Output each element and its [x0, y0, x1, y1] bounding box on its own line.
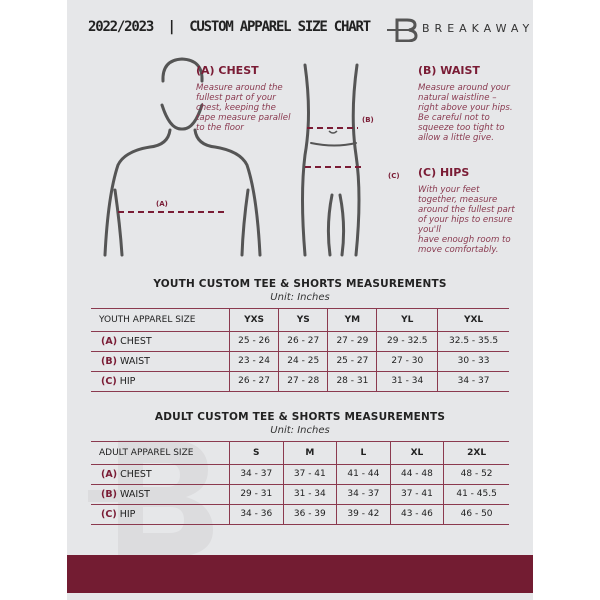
measurement-value: 44 - 48 — [389, 464, 444, 485]
size-header: YXS — [228, 308, 279, 332]
size-header: 2XL — [443, 441, 509, 465]
measurement-value: 41 - 45.5 — [443, 484, 509, 505]
chest-marker: (A) — [156, 200, 168, 208]
measurement-value: 43 - 46 — [389, 504, 444, 525]
measurement-value: 28 - 31 — [327, 371, 377, 392]
measurement-value: 23 - 24 — [228, 351, 279, 372]
measurement-value: 37 - 41 — [389, 484, 444, 505]
measurement-value: 24 - 25 — [278, 351, 328, 372]
measurement-value: 26 - 27 — [228, 371, 279, 392]
waist-heading: (B) WAIST — [418, 64, 480, 77]
table-header-row: ADULT APPAREL SIZE S M L XL 2XL — [91, 441, 509, 465]
measurement-code: (C) — [101, 509, 117, 520]
measurement-label: (C) HIP — [91, 504, 230, 525]
table-row: (B) WAIST 23 - 24 24 - 25 25 - 27 27 - 30 30 … — [91, 351, 509, 372]
measurement-label: (B) WAIST — [91, 351, 230, 372]
table-row: (A) CHEST 34 - 37 37 - 41 41 - 44 44 - 48 48 … — [91, 464, 509, 485]
chest-heading: (A) CHEST — [196, 64, 259, 77]
measurement-name: CHEST — [120, 336, 152, 347]
measurement-value: 27 - 28 — [278, 371, 328, 392]
measurement-name: WAIST — [119, 489, 150, 500]
measurement-value: 41 - 44 — [336, 464, 391, 485]
table-row: (B) WAIST 29 - 31 31 - 34 34 - 37 37 - 41 41 … — [91, 484, 509, 505]
body-measurement-figures — [103, 57, 363, 257]
measurement-value: 26 - 27 — [278, 331, 328, 352]
table-row: (C) HIP 26 - 27 27 - 28 28 - 31 31 - 34 34 - … — [91, 371, 509, 392]
measurement-label: (A) CHEST — [91, 464, 230, 485]
table-row: (A) CHEST 25 - 26 26 - 27 27 - 29 29 - 32.5 3… — [91, 331, 509, 352]
header-label: YOUTH APPAREL SIZE — [91, 308, 230, 332]
measurement-value: 29 - 32.5 — [376, 331, 438, 352]
header-label: ADULT APPAREL SIZE — [91, 441, 230, 465]
size-header: M — [282, 441, 337, 465]
footer-bar — [67, 555, 533, 593]
size-header: YL — [376, 308, 438, 332]
adult-size-table: ADULT APPAREL SIZE S M L XL 2XL (A) CHEST 34 - … — [91, 441, 509, 525]
measurement-value: 31 - 34 — [282, 484, 337, 505]
size-header: YS — [278, 308, 328, 332]
youth-section-heading: YOUTH CUSTOM TEE & SHORTS MEASUREMENTS Un… — [153, 278, 447, 303]
measurement-value: 27 - 29 — [327, 331, 377, 352]
measurement-value: 39 - 42 — [336, 504, 391, 525]
measurement-value: 32.5 - 35.5 — [437, 331, 509, 352]
measurement-value: 25 - 26 — [228, 331, 279, 352]
measurement-value: 46 - 50 — [443, 504, 509, 525]
size-header: YM — [327, 308, 377, 332]
measurement-label: (C) HIP — [91, 371, 230, 392]
size-header: L — [336, 441, 391, 465]
measurement-code: (A) — [101, 336, 118, 347]
measurement-value: 34 - 37 — [437, 371, 509, 392]
table-row: (C) HIP 34 - 36 36 - 39 39 - 42 43 - 46 46 - … — [91, 504, 509, 525]
measurement-value: 31 - 34 — [376, 371, 438, 392]
measurement-value: 48 - 52 — [443, 464, 509, 485]
measurement-name: HIP — [119, 509, 136, 520]
size-header: YXL — [437, 308, 509, 332]
measurement-code: (C) — [101, 376, 117, 387]
measurement-value: 37 - 41 — [282, 464, 337, 485]
measurement-value: 25 - 27 — [327, 351, 377, 372]
chest-description: Measure around the fullest part of your ch… — [196, 83, 291, 133]
measurement-label: (A) CHEST — [91, 331, 230, 352]
size-header: XL — [389, 441, 444, 465]
measurement-code: (B) — [101, 489, 117, 500]
measurement-name: CHEST — [120, 469, 152, 480]
measurement-code: (B) — [101, 356, 117, 367]
measurement-value: 29 - 31 — [229, 484, 284, 505]
measurement-label: (B) WAIST — [91, 484, 230, 505]
waist-description: Measure around your natural waistline – ri… — [418, 83, 513, 143]
measurement-value: 34 - 37 — [336, 484, 391, 505]
adult-section-heading: ADULT CUSTOM TEE & SHORTS MEASUREMENTS Un… — [154, 411, 446, 436]
breakaway-logo-icon — [387, 18, 418, 42]
measurement-value: 34 - 36 — [229, 504, 284, 525]
page-title: 2022/2023 | CUSTOM APPAREL SIZE CHART — [88, 19, 371, 35]
size-header: S — [229, 441, 284, 465]
measurement-name: HIP — [119, 376, 136, 387]
measurement-value: 36 - 39 — [282, 504, 337, 525]
hips-marker: (C) — [388, 172, 400, 180]
measurement-value: 34 - 37 — [229, 464, 284, 485]
youth-size-table: YOUTH APPAREL SIZE YXS YS YM YL YXL (A) CHEST 2… — [91, 308, 509, 392]
measurement-code: (A) — [101, 469, 118, 480]
brand-name: BREAKAWAY — [422, 22, 535, 35]
measurement-value: 27 - 30 — [376, 351, 438, 372]
measurement-value: 30 - 33 — [437, 351, 509, 372]
measurement-name: WAIST — [119, 356, 150, 367]
hips-heading: (C) HIPS — [418, 166, 470, 179]
table-header-row: YOUTH APPAREL SIZE YXS YS YM YL YXL — [91, 308, 509, 332]
hips-description: With your feet together, measure around th… — [418, 185, 515, 255]
waist-marker: (B) — [362, 116, 374, 124]
